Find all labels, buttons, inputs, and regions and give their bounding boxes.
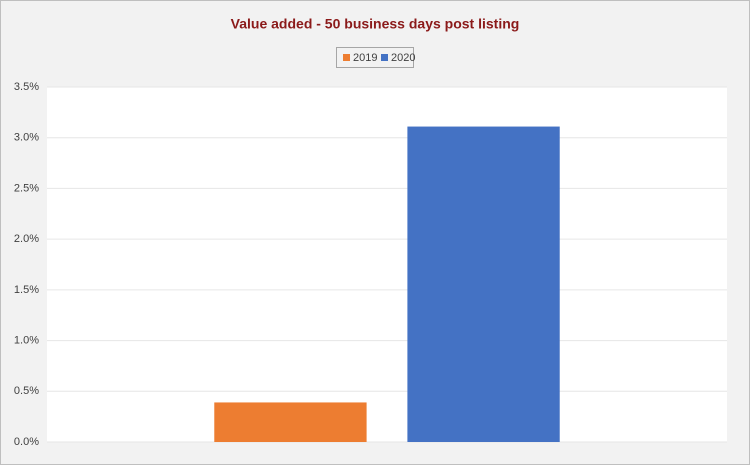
legend-label: 2020 <box>391 52 415 64</box>
y-tick-label: 2.0% <box>14 233 39 245</box>
chart-title: Value added - 50 business days post list… <box>231 16 520 32</box>
y-tick-label: 2.5% <box>14 182 39 194</box>
legend-swatch <box>343 54 350 61</box>
bar <box>214 402 367 442</box>
y-tick-label: 3.5% <box>14 81 39 93</box>
bar <box>407 126 560 443</box>
legend-swatch <box>381 54 388 61</box>
legend-box <box>336 47 414 68</box>
legend-label: 2019 <box>353 52 377 64</box>
y-tick-label: 1.0% <box>14 334 39 346</box>
y-tick-label: 1.5% <box>14 284 39 296</box>
y-tick-label: 0.0% <box>14 436 39 448</box>
y-tick-label: 3.0% <box>14 132 39 144</box>
y-tick-label: 0.5% <box>14 385 39 397</box>
plot-area <box>47 87 727 442</box>
